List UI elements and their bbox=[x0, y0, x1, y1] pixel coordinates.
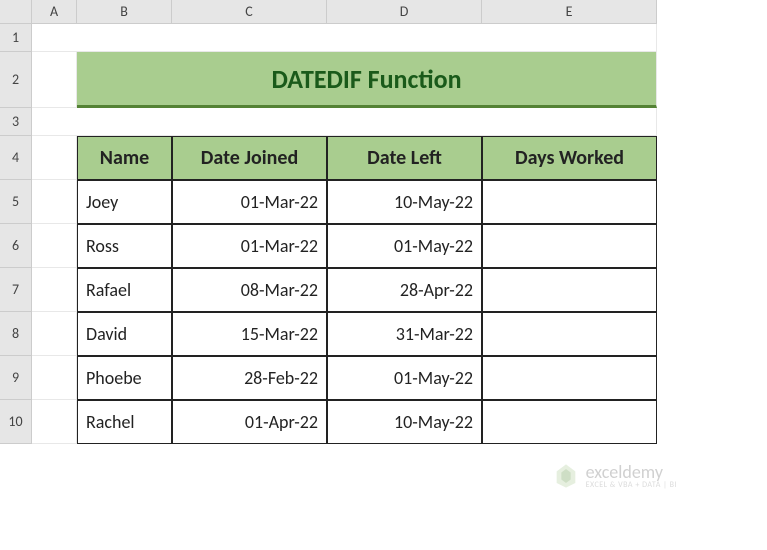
row-header-8[interactable]: 8 bbox=[0, 312, 32, 356]
header-worked[interactable]: Days Worked bbox=[482, 136, 657, 180]
cell-name-3[interactable]: Rafael bbox=[77, 268, 172, 312]
cell-worked-4[interactable] bbox=[482, 312, 657, 356]
row-header-10[interactable]: 10 bbox=[0, 400, 32, 444]
header-joined[interactable]: Date Joined bbox=[172, 136, 327, 180]
cell-a4[interactable] bbox=[32, 136, 77, 180]
cell-joined-6[interactable]: 01-Apr-22 bbox=[172, 400, 327, 444]
row-header-9[interactable]: 9 bbox=[0, 356, 32, 400]
row-header-3[interactable]: 3 bbox=[0, 108, 32, 136]
cell-a6[interactable] bbox=[32, 224, 77, 268]
row-header-5[interactable]: 5 bbox=[0, 180, 32, 224]
cell-name-2[interactable]: Ross bbox=[77, 224, 172, 268]
cell-left-2[interactable]: 01-May-22 bbox=[327, 224, 482, 268]
exceldemy-logo-icon bbox=[552, 462, 580, 490]
row-header-4[interactable]: 4 bbox=[0, 136, 32, 180]
cell-joined-4[interactable]: 15-Mar-22 bbox=[172, 312, 327, 356]
col-header-c[interactable]: C bbox=[172, 0, 327, 24]
cell-a10[interactable] bbox=[32, 400, 77, 444]
header-left[interactable]: Date Left bbox=[327, 136, 482, 180]
cell-a1[interactable] bbox=[32, 24, 657, 52]
row-header-2[interactable]: 2 bbox=[0, 52, 32, 108]
cell-row3[interactable] bbox=[32, 108, 657, 136]
cell-left-5[interactable]: 01-May-22 bbox=[327, 356, 482, 400]
watermark: exceldemy EXCEL & VBA + DATA | BI bbox=[552, 462, 677, 490]
cell-joined-1[interactable]: 01-Mar-22 bbox=[172, 180, 327, 224]
cell-name-6[interactable]: Rachel bbox=[77, 400, 172, 444]
spreadsheet-grid: A B C D E 1 2 DATEDIF Function 3 4 Name … bbox=[0, 0, 767, 444]
corner-cell[interactable] bbox=[0, 0, 32, 24]
cell-worked-5[interactable] bbox=[482, 356, 657, 400]
cell-worked-3[interactable] bbox=[482, 268, 657, 312]
watermark-tagline: EXCEL & VBA + DATA | BI bbox=[586, 481, 677, 489]
row-header-7[interactable]: 7 bbox=[0, 268, 32, 312]
cell-joined-2[interactable]: 01-Mar-22 bbox=[172, 224, 327, 268]
cell-name-1[interactable]: Joey bbox=[77, 180, 172, 224]
cell-name-5[interactable]: Phoebe bbox=[77, 356, 172, 400]
cell-a8[interactable] bbox=[32, 312, 77, 356]
col-header-d[interactable]: D bbox=[327, 0, 482, 24]
cell-left-6[interactable]: 10-May-22 bbox=[327, 400, 482, 444]
cell-worked-1[interactable] bbox=[482, 180, 657, 224]
cell-joined-5[interactable]: 28-Feb-22 bbox=[172, 356, 327, 400]
title-cell[interactable]: DATEDIF Function bbox=[77, 52, 657, 108]
col-header-b[interactable]: B bbox=[77, 0, 172, 24]
col-header-a[interactable]: A bbox=[32, 0, 77, 24]
cell-a7[interactable] bbox=[32, 268, 77, 312]
cell-a9[interactable] bbox=[32, 356, 77, 400]
header-name[interactable]: Name bbox=[77, 136, 172, 180]
row-header-1[interactable]: 1 bbox=[0, 24, 32, 52]
cell-worked-6[interactable] bbox=[482, 400, 657, 444]
watermark-text-stack: exceldemy EXCEL & VBA + DATA | BI bbox=[586, 463, 677, 489]
col-header-e[interactable]: E bbox=[482, 0, 657, 24]
cell-joined-3[interactable]: 08-Mar-22 bbox=[172, 268, 327, 312]
row-header-6[interactable]: 6 bbox=[0, 224, 32, 268]
cell-a5[interactable] bbox=[32, 180, 77, 224]
cell-worked-2[interactable] bbox=[482, 224, 657, 268]
cell-left-4[interactable]: 31-Mar-22 bbox=[327, 312, 482, 356]
cell-left-3[interactable]: 28-Apr-22 bbox=[327, 268, 482, 312]
cell-name-4[interactable]: David bbox=[77, 312, 172, 356]
watermark-brand: exceldemy bbox=[586, 463, 677, 481]
cell-a2[interactable] bbox=[32, 52, 77, 108]
cell-left-1[interactable]: 10-May-22 bbox=[327, 180, 482, 224]
